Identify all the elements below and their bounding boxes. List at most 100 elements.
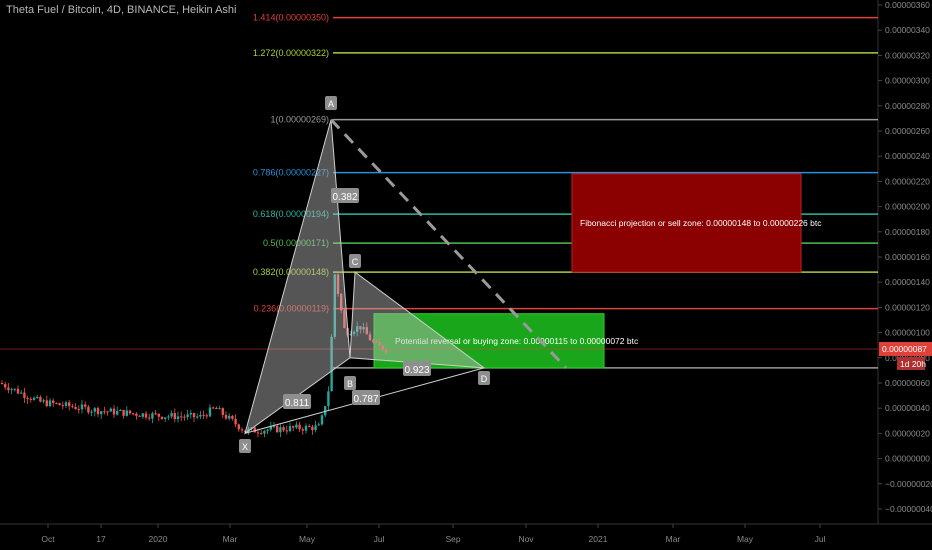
harmonic-pattern: X A B C D 0.382 0.811 0.787 0.923 [239,96,568,453]
sell-zone-box [571,173,802,273]
candles [0,273,388,438]
candle-body [20,392,23,394]
sell-zone-label: Fibonacci projection or sell zone: 0.000… [580,218,822,228]
candle-body [90,411,93,413]
candle-body [381,345,384,350]
candle-body [42,400,45,402]
candle-body [176,416,180,420]
ad-dashed-line [329,118,568,369]
candle-body [167,416,170,418]
price-tick-label: 0.00000200 [885,202,930,212]
price-tick-label: −0.00000020 [885,479,932,489]
candle-body [109,408,112,412]
fib-level-label: 0.382(0.00000148) [253,267,329,277]
candle-body [282,427,285,431]
buy-zone-box [373,313,605,369]
pattern-point-label: B [347,379,353,389]
candle-body [13,388,16,390]
candle-body [141,413,144,417]
candle-body [253,427,256,433]
candle-body [295,424,298,428]
candle-body [199,414,202,417]
time-axis[interactable]: Oct 17 2020 Mar May Jul Sep Nov 2021 Mar May Jul [41,524,826,544]
candle-body [298,424,301,430]
fib-level-label: 1.272(0.00000322) [253,48,329,58]
countdown-box [897,356,925,370]
candle-body [68,402,71,407]
candle-body [39,396,42,402]
fib-level-label: 0.618(0.00000194) [253,209,329,219]
candle-body [103,411,106,413]
candle-body [80,404,84,410]
candle-body [256,432,260,434]
price-tick-label: 0.00000020 [885,428,930,438]
candle-body [160,416,164,419]
candle-body [106,411,109,413]
candle-body [333,274,336,337]
price-tick-label: 0.00000000 [885,454,930,464]
time-tick-label: Nov [518,534,534,544]
candle-body [0,383,4,385]
candle-body [279,427,282,433]
candle-body [384,349,388,353]
candle-body [64,402,68,406]
candle-body [148,417,151,419]
candle-body [74,407,77,410]
pattern-point-badge [349,254,361,268]
candle-body [240,429,244,431]
countdown-text: 1d 20h [900,359,926,369]
candle-body [189,413,192,415]
price-tick-label: 0.00000240 [885,151,930,161]
time-tick-label: Mar [223,534,238,544]
pattern-point-label: X [242,442,248,452]
price-axis[interactable]: 0.00000360 0.00000340 0.00000320 0.00000300… [0,0,932,525]
candle-body [119,409,122,411]
candle-body [58,403,61,406]
price-tick-label: 0.00000220 [885,176,930,186]
ratio-badge [403,361,431,376]
candle-body [234,418,237,425]
candle-body [317,424,320,426]
candle-body [151,413,154,419]
candle-body [7,387,10,391]
price-tick-label: 0.00000040 [885,403,930,413]
buy-zone-label: Potential reversal or buying zone: 0.000… [395,336,639,346]
candle-body [314,425,317,431]
candle-body [202,414,205,416]
candle-body [52,400,55,404]
candle-body [183,416,186,418]
candle-body [365,327,368,335]
time-tick-label: May [737,534,754,544]
candle-body [96,408,100,415]
candle-body [61,405,64,407]
ratio-label: 0.382 [332,192,357,203]
price-tick-label: 0.00000280 [885,101,930,111]
candle-body [327,391,330,407]
candle-body [221,408,224,415]
price-tag-box [879,341,932,356]
candle-body [311,426,314,431]
price-tick-label: 0.00000120 [885,302,930,312]
candle-body [122,409,125,416]
fib-level-label: 0.5(0.00000171) [263,238,329,248]
time-tick-label: 2021 [589,534,608,544]
candle-body [237,424,240,430]
price-tick-label: 0.00000180 [885,227,930,237]
candle-body [372,340,375,342]
candle-body [32,397,36,400]
candle-body [340,293,343,311]
candle-body [330,336,333,392]
ratio-label: 0.923 [404,365,429,376]
pattern-point-badge [344,376,356,390]
candle-body [196,416,199,418]
candle-body [292,426,295,428]
candle-body [276,425,279,433]
candle-body [192,413,196,418]
candle-body [266,429,269,431]
candle-body [215,407,218,410]
current-price-text: 0.00000087 [882,344,927,354]
price-tick-label: 0.00000300 [885,76,930,86]
candle-body [375,341,378,343]
candle-body [180,416,183,418]
